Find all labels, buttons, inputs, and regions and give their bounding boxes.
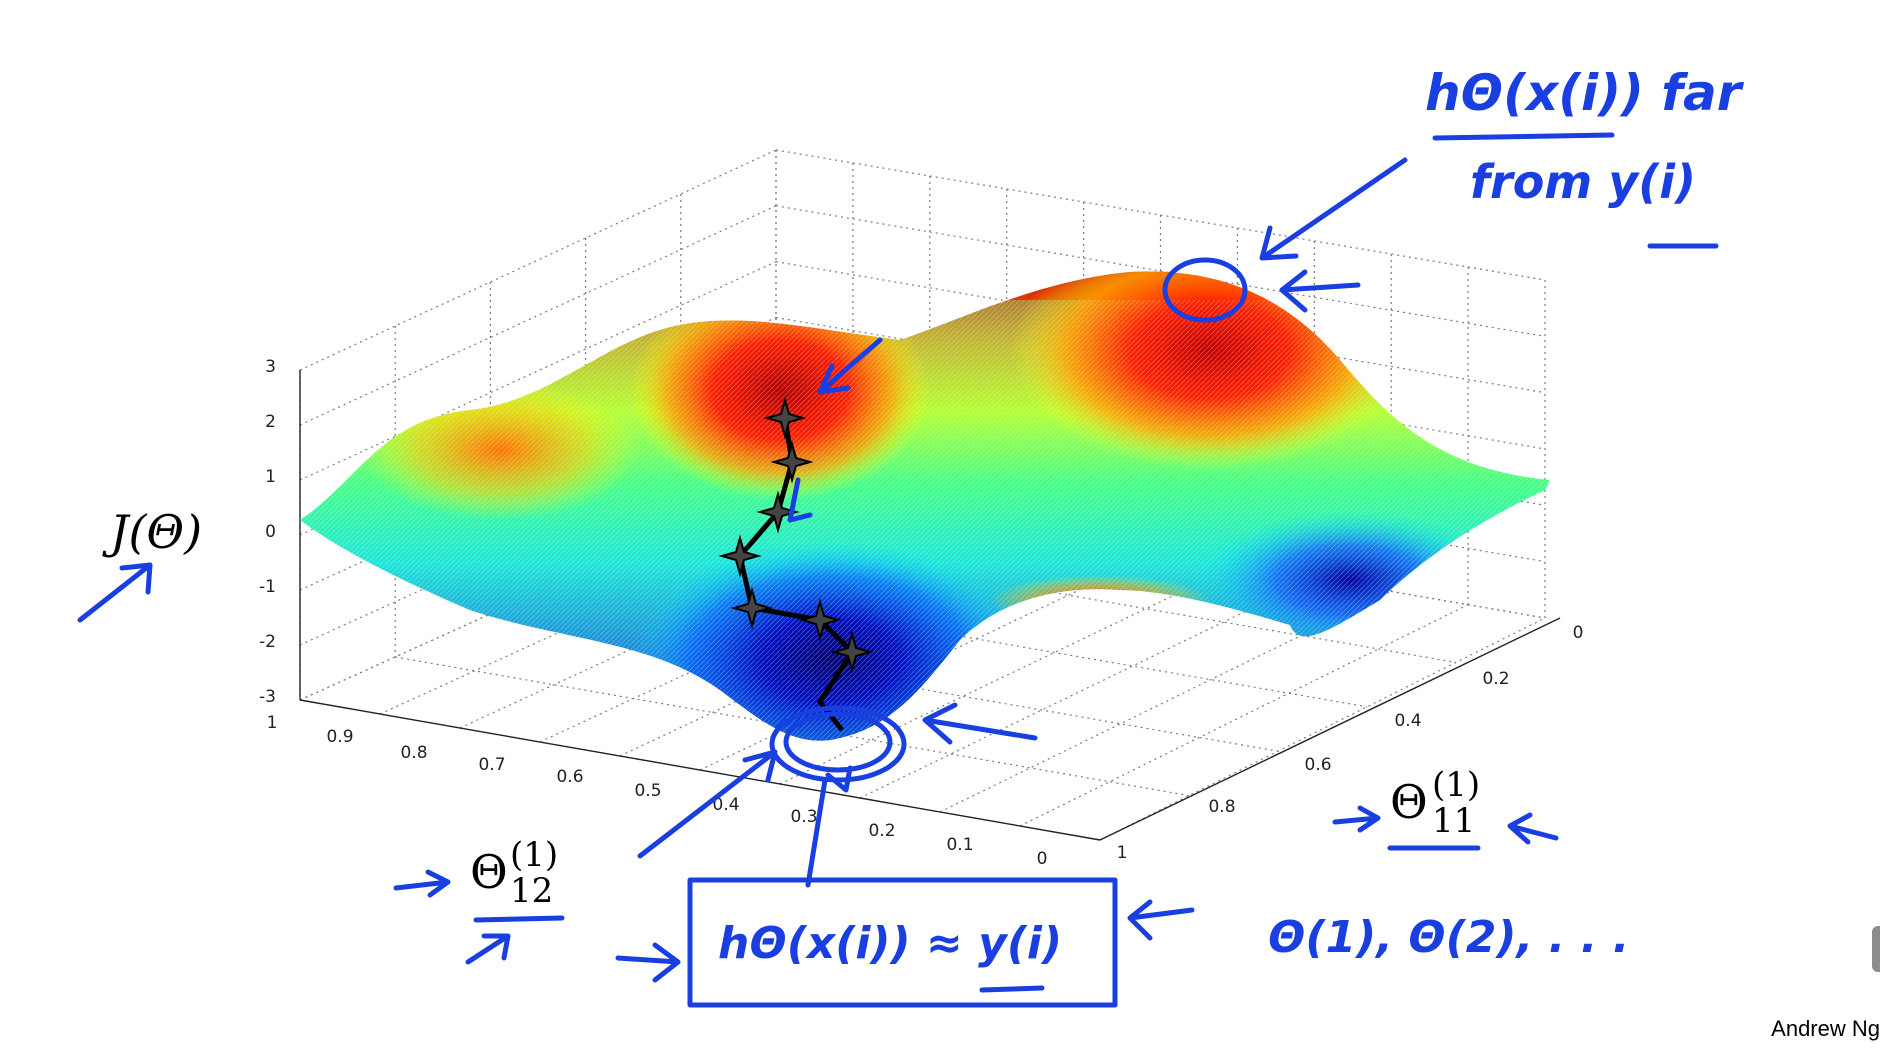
- floor-grid-line: [680, 527, 1457, 663]
- back-grid-line: [775, 205, 1546, 337]
- arrow-into-box-right-icon: [1127, 899, 1195, 941]
- slide-scroll-handle[interactable]: [1872, 926, 1880, 972]
- y-tick-label: 1: [1117, 843, 1128, 863]
- y-tick-label: 0: [1573, 623, 1584, 643]
- descent-step-marker: [730, 586, 774, 630]
- arrow-z-label-icon: [77, 562, 153, 623]
- x-tick-label: 0.3: [790, 807, 817, 827]
- descent-step-marker: [830, 630, 874, 674]
- y-axis-ticks: 0 0.2 0.4 0.6 0.8 1: [1117, 623, 1584, 863]
- descent-step-marker: [756, 490, 800, 534]
- floor-grid-line: [539, 524, 1007, 743]
- y-axis-line: [1099, 617, 1561, 841]
- arrow-mid-path-icon: [787, 477, 813, 523]
- y-axis-label-subscript: 11: [1432, 801, 1475, 841]
- descent-step-marker: [718, 534, 762, 578]
- arrow-x-label-up-icon: [465, 933, 511, 965]
- x-tick-label: 0.8: [400, 743, 427, 763]
- z-tick-label: -3: [259, 687, 276, 707]
- x-axis-line: [299, 699, 1101, 841]
- arrow-into-box-left-icon: [615, 942, 681, 983]
- arrow-y-label-right-icon: [1507, 812, 1559, 845]
- z-tick-label: -2: [259, 632, 276, 652]
- x-axis-label: Θ (1) 12: [470, 835, 558, 911]
- hand-note-top-line2: from y(i): [1470, 155, 1696, 209]
- y-axis-label: Θ (1) 11: [1390, 765, 1480, 841]
- z-tick-label: 2: [265, 412, 276, 432]
- circle-minimum-outer-icon: [769, 705, 907, 783]
- z-tick-label: 3: [265, 357, 276, 377]
- floor-grid-line: [859, 577, 1315, 799]
- descent-step-marker: [798, 598, 842, 642]
- x-tick-label: 0.4: [712, 795, 739, 815]
- z-axis-ticks: 3 2 1 0 -1 -2 -3: [259, 357, 276, 707]
- arrow-to-minimum-right-icon: [922, 702, 1038, 745]
- arrow-x-label-left-icon: [393, 869, 451, 898]
- hand-underline-fraction: [1432, 132, 1615, 141]
- hand-boxed-formula: hΘ(x(i)) ≈ y(i): [718, 918, 1062, 969]
- arrow-y-label-left-icon: [1332, 805, 1381, 833]
- arrow-up-to-minimum-icon: [805, 777, 828, 888]
- hand-underline-box-y: [979, 985, 1045, 993]
- tick-mark-icon: [825, 765, 853, 793]
- x-tick-label: 1: [267, 713, 278, 733]
- hand-other-thetas: Θ(1), Θ(2), . . .: [1268, 912, 1629, 963]
- z-tick-label: 0: [265, 522, 276, 542]
- y-tick-label: 0.8: [1208, 797, 1235, 817]
- descent-step-marker: [763, 396, 807, 440]
- x-tick-label: 0.7: [478, 755, 505, 775]
- arrow-to-minimum-left-icon: [637, 749, 778, 859]
- arrow-to-peak-icon: [1259, 157, 1408, 261]
- author-credit: Andrew Ng: [1771, 1016, 1880, 1041]
- descent-step-marker: [770, 440, 814, 484]
- x-axis-label-symbol: Θ: [470, 845, 508, 899]
- gradient-descent-path: [718, 396, 874, 732]
- arrow-left-peak-icon: [817, 337, 883, 395]
- y-axis-label-symbol: Θ: [1390, 775, 1428, 829]
- floor-grid-line: [1099, 617, 1546, 841]
- handwritten-annotations: hΘ(x(i)) far from y(i) hΘ(x(i)) ≈ y(i) Θ…: [77, 64, 1745, 1008]
- x-axis-ticks: 1 0.9 0.8 0.7 0.6 0.5 0.4 0.3 0.2 0.1 0: [267, 713, 1048, 869]
- x-axis-label-subscript: 12: [510, 871, 553, 911]
- arrow-to-peak-right-icon: [1279, 269, 1361, 313]
- z-axis-label: J(Θ): [102, 505, 202, 559]
- back-grid-line: [775, 149, 1546, 281]
- x-tick-label: 0.2: [868, 821, 895, 841]
- x-axis-label-superscript: (1): [510, 835, 558, 875]
- circle-minimum-icon: [783, 711, 893, 773]
- x-tick-label: 0: [1037, 849, 1048, 869]
- x-tick-label: 0.5: [634, 781, 661, 801]
- x-tick-label: 0.9: [326, 727, 353, 747]
- z-tick-label: 1: [265, 467, 276, 487]
- y-axis-label-superscript: (1): [1432, 765, 1480, 805]
- z-tick-label: -1: [259, 577, 276, 597]
- circle-peak-icon: [1162, 257, 1248, 323]
- y-tick-label: 0.2: [1482, 669, 1509, 689]
- y-tick-label: 0.6: [1304, 755, 1331, 775]
- x-tick-label: 0.6: [556, 767, 583, 787]
- floor-grid-line: [779, 564, 1238, 785]
- hand-note-top-line1: hΘ(x(i)) far: [1425, 64, 1745, 122]
- z-axis-label-text: J(Θ): [102, 505, 202, 559]
- hand-underline-x-label: [473, 915, 565, 923]
- hand-boxed-formula-frame: [687, 877, 1118, 1008]
- y-tick-label: 0.4: [1394, 711, 1421, 731]
- x-tick-label: 0.1: [946, 835, 973, 855]
